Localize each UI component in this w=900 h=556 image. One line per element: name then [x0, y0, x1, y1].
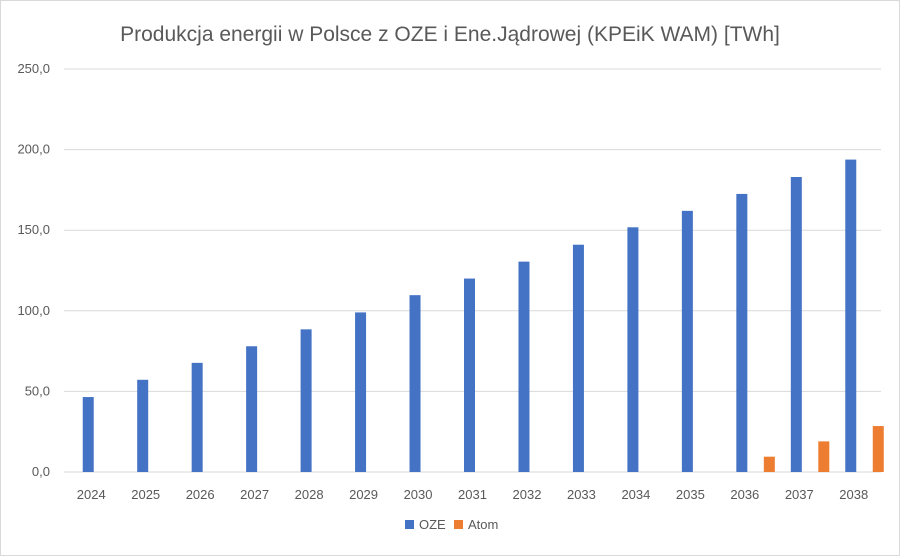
- y-tick-label: 50,0: [25, 383, 50, 398]
- bar-oze-2027: [246, 346, 258, 472]
- legend-swatch-atom: [454, 520, 463, 529]
- x-tick-label: 2033: [567, 487, 596, 502]
- bar-oze-2028: [300, 329, 312, 472]
- x-tick-label: 2031: [458, 487, 487, 502]
- bar-oze-2033: [572, 244, 584, 472]
- bar-oze-2034: [627, 227, 639, 472]
- bar-oze-2035: [681, 210, 693, 472]
- y-axis-ticks: 0,0 50,0 100,0 150,0 200,0 250,0: [17, 61, 50, 479]
- bars: [82, 159, 884, 472]
- x-tick-label: 2025: [131, 487, 160, 502]
- bar-oze-2037: [790, 177, 802, 472]
- x-tick-label: 2036: [730, 487, 759, 502]
- x-tick-label: 2028: [295, 487, 324, 502]
- x-tick-label: 2038: [839, 487, 868, 502]
- bar-atom-2036: [763, 456, 775, 472]
- x-tick-label: 2030: [404, 487, 433, 502]
- x-axis-ticks: 2024 2025 2026 2027 2028 2029 2030 2031 2032 2033…: [77, 487, 868, 502]
- bar-oze-2024: [82, 397, 94, 472]
- legend-label-atom: Atom: [468, 517, 498, 532]
- y-tick-label: 100,0: [17, 303, 50, 318]
- y-tick-label: 0,0: [32, 464, 50, 479]
- bar-oze-2036: [736, 193, 748, 472]
- y-tick-label: 150,0: [17, 222, 50, 237]
- x-tick-label: 2032: [513, 487, 542, 502]
- y-tick-label: 250,0: [17, 61, 50, 76]
- bar-oze-2038: [845, 159, 857, 472]
- legend: OZE Atom: [405, 517, 498, 532]
- x-tick-label: 2027: [240, 487, 269, 502]
- x-tick-label: 2024: [77, 487, 106, 502]
- bar-oze-2026: [191, 362, 203, 472]
- legend-swatch-oze: [405, 520, 414, 529]
- bar-oze-2030: [409, 295, 421, 472]
- bar-oze-2025: [137, 379, 149, 472]
- y-tick-label: 200,0: [17, 142, 50, 157]
- x-tick-label: 2029: [349, 487, 378, 502]
- chart-title: Produkcja energii w Polsce z OZE i Ene.J…: [120, 23, 780, 46]
- bar-atom-2037: [818, 441, 830, 472]
- legend-label-oze: OZE: [419, 517, 446, 532]
- x-tick-label: 2035: [676, 487, 705, 502]
- bar-oze-2029: [355, 312, 367, 472]
- x-tick-label: 2037: [785, 487, 814, 502]
- bar-atom-2038: [872, 426, 884, 472]
- x-tick-label: 2034: [621, 487, 650, 502]
- bar-oze-2032: [518, 261, 530, 472]
- bar-oze-2031: [464, 278, 475, 472]
- x-tick-label: 2026: [186, 487, 215, 502]
